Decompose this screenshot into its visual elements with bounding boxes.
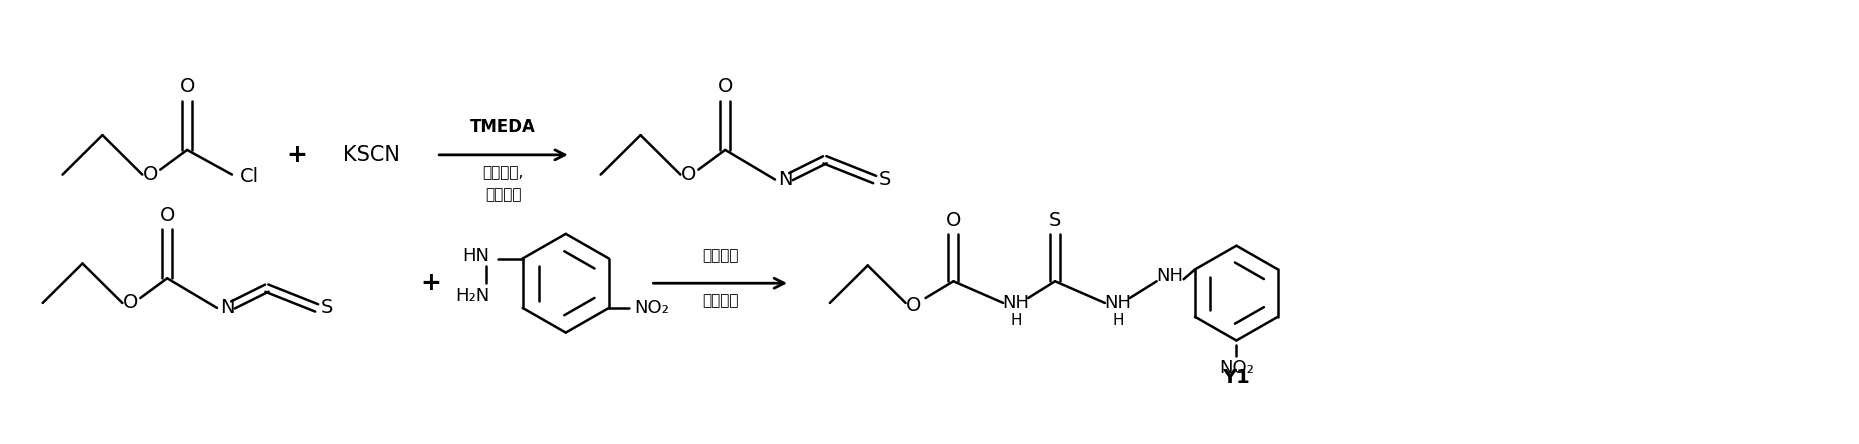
Text: H₂N: H₂N bbox=[455, 287, 491, 305]
Text: NO₂: NO₂ bbox=[1220, 359, 1253, 377]
Text: N: N bbox=[777, 170, 792, 189]
Text: Cl: Cl bbox=[240, 167, 260, 186]
Text: O: O bbox=[180, 77, 195, 96]
Text: NH: NH bbox=[1156, 267, 1182, 285]
Text: NH: NH bbox=[1002, 294, 1030, 312]
Text: 乙酸乙酯,: 乙酸乙酯, bbox=[481, 165, 524, 180]
Text: O: O bbox=[680, 165, 695, 184]
Text: S: S bbox=[879, 170, 890, 189]
Text: H: H bbox=[1112, 313, 1123, 328]
Text: S: S bbox=[1048, 210, 1061, 230]
Text: N: N bbox=[219, 298, 234, 317]
Text: KSCN: KSCN bbox=[344, 145, 400, 165]
Text: S: S bbox=[320, 298, 333, 317]
Text: Y1: Y1 bbox=[1223, 368, 1251, 387]
Text: TMEDA: TMEDA bbox=[470, 118, 535, 136]
Text: O: O bbox=[160, 206, 175, 225]
Text: NO₂: NO₂ bbox=[634, 299, 669, 317]
Text: 室温搅拌: 室温搅拌 bbox=[703, 293, 738, 309]
Text: H: H bbox=[1011, 313, 1022, 328]
Text: NH: NH bbox=[1104, 294, 1132, 312]
Text: +: + bbox=[420, 271, 442, 295]
Text: O: O bbox=[905, 297, 922, 315]
Text: O: O bbox=[143, 165, 158, 184]
Text: +: + bbox=[286, 143, 307, 167]
Text: O: O bbox=[946, 210, 961, 230]
Text: O: O bbox=[123, 293, 138, 313]
Text: HN: HN bbox=[463, 246, 489, 265]
Text: O: O bbox=[718, 77, 732, 96]
Text: 乙酸乙酯: 乙酸乙酯 bbox=[703, 248, 738, 263]
Text: 室温搅拌: 室温搅拌 bbox=[485, 187, 521, 202]
